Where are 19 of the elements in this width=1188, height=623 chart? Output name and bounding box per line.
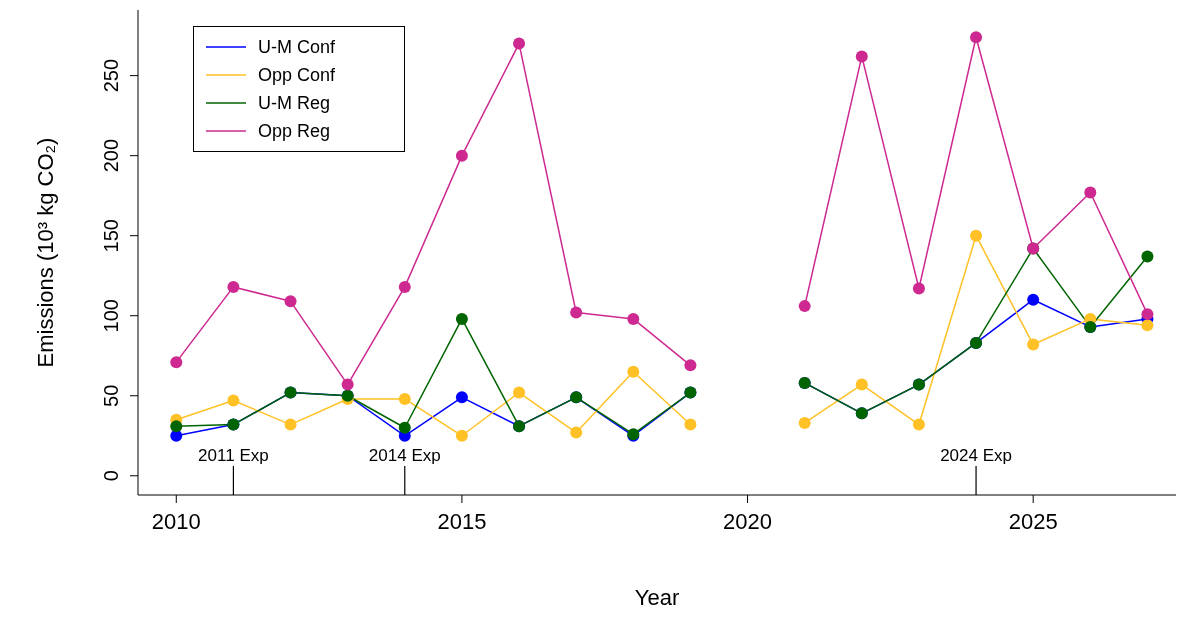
x-tick-label: 2015 xyxy=(437,508,487,534)
x-axis-title: Year xyxy=(634,585,680,610)
y-tick-label: 150 xyxy=(100,219,122,253)
x-tick-label: 2010 xyxy=(151,508,201,534)
ref-line-label: 2014 Exp xyxy=(368,445,441,465)
legend-label: U-M Conf xyxy=(258,36,336,59)
legend-label: Opp Reg xyxy=(258,120,331,143)
x-tick-label: 2020 xyxy=(723,508,773,534)
y-tick-label: 250 xyxy=(100,58,122,93)
legend-label: U-M Reg xyxy=(258,92,331,115)
legend-label: Opp Conf xyxy=(258,64,336,87)
y-tick-label: 200 xyxy=(100,138,122,173)
x-tick-label: 2025 xyxy=(1008,508,1058,534)
ref-line-label: 2024 Exp xyxy=(940,445,1012,465)
y-tick-label: 100 xyxy=(100,299,122,333)
y-axis-title: Emissions (10³ kg CO₂) xyxy=(33,137,58,368)
ref-line-label: 2011 Exp xyxy=(198,445,269,465)
y-tick-label: 50 xyxy=(100,384,122,407)
y-tick-label: 0 xyxy=(100,470,122,482)
